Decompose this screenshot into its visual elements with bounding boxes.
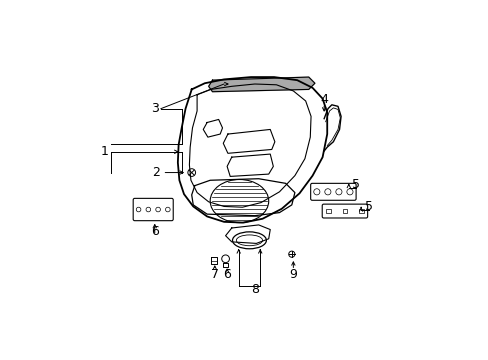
Text: 2: 2 [152, 166, 160, 179]
Polygon shape [208, 77, 314, 92]
Bar [342, 209, 346, 213]
Text: 6: 6 [223, 268, 231, 281]
Text: 6: 6 [150, 225, 159, 238]
Text: 4: 4 [320, 93, 327, 106]
Text: 9: 9 [289, 268, 297, 281]
Text: 7: 7 [210, 268, 218, 281]
Bar [325, 209, 330, 213]
Text: 1: 1 [101, 145, 108, 158]
Text: 5: 5 [364, 200, 372, 213]
Text: 8: 8 [250, 283, 258, 296]
Text: 5: 5 [352, 177, 360, 190]
Bar [359, 209, 363, 213]
Text: 3: 3 [150, 102, 159, 115]
